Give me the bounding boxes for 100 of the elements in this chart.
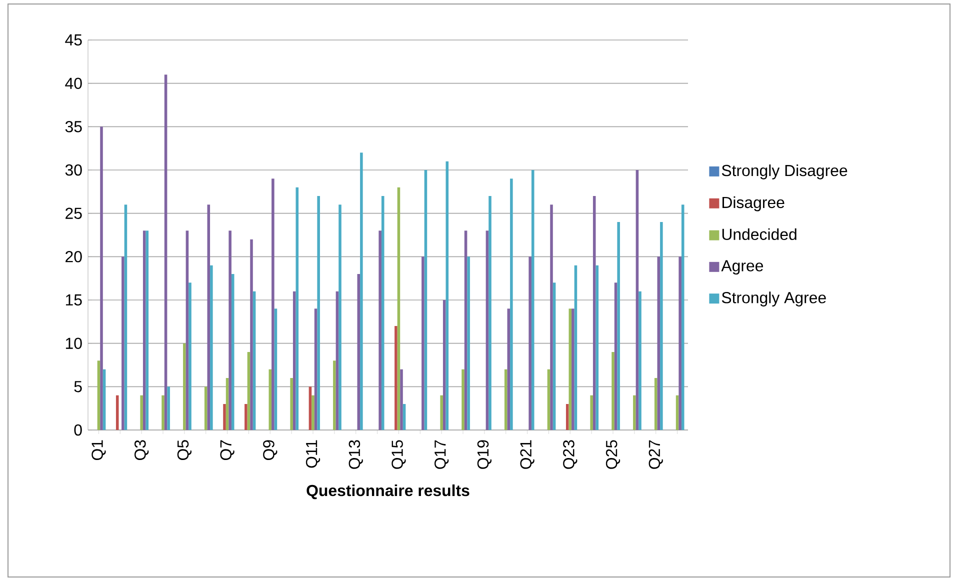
bar [531, 170, 534, 430]
bar [338, 204, 342, 430]
bar [467, 256, 470, 430]
bar [317, 196, 320, 430]
x-axis-title: Questionnaire results [306, 484, 470, 500]
bar [400, 369, 403, 430]
bar [507, 308, 510, 430]
bar [638, 291, 642, 430]
bar [488, 196, 492, 430]
bar [636, 170, 639, 430]
bar [660, 222, 663, 430]
x-tick-label: Q17 [434, 440, 449, 469]
y-tick-label: 5 [74, 381, 82, 392]
bar [146, 230, 149, 430]
bar [162, 395, 164, 430]
bar [274, 308, 278, 430]
bar [397, 187, 400, 430]
bar [572, 308, 574, 430]
bar [124, 204, 128, 430]
bar [381, 196, 384, 430]
bar [568, 308, 572, 430]
bar [164, 74, 168, 430]
bar [528, 256, 532, 430]
bar [247, 352, 250, 430]
legend-label: Undecided [722, 228, 796, 240]
bar [100, 126, 103, 430]
bar [167, 386, 170, 430]
bar [592, 196, 596, 430]
bar [122, 256, 124, 430]
bar [657, 256, 660, 430]
bar [116, 395, 119, 430]
bar [228, 230, 232, 430]
bar [552, 282, 556, 430]
bar [210, 265, 213, 430]
bar [440, 395, 443, 430]
y-tick-label: 25 [66, 208, 82, 219]
bar [292, 291, 296, 430]
x-tick-label: Q19 [477, 440, 492, 469]
bar [244, 404, 248, 430]
bar [614, 282, 618, 430]
bar [633, 395, 636, 430]
bar [290, 378, 293, 430]
bar [654, 378, 658, 430]
bar [312, 395, 314, 430]
x-tick-label: Q5 [177, 440, 192, 460]
bar [142, 230, 146, 430]
y-tick-label: 15 [66, 294, 82, 306]
bar [272, 178, 274, 430]
x-tick-label: Q25 [606, 440, 620, 469]
bar [308, 386, 312, 430]
x-tick-label: Q11 [306, 440, 320, 468]
x-tick-label: Q1 [92, 440, 106, 460]
bar [226, 378, 229, 430]
bar [223, 404, 226, 430]
x-tick-label: Q27 [648, 440, 663, 469]
bar [314, 308, 318, 430]
y-tick-label: 10 [66, 338, 82, 349]
bar [566, 404, 569, 430]
bar [424, 170, 428, 430]
bar [188, 282, 192, 430]
bar [678, 256, 682, 430]
x-tick-label: Q13 [348, 440, 363, 469]
bar [207, 204, 210, 430]
y-tick-label: 35 [65, 121, 82, 132]
bar [612, 352, 614, 430]
bar [140, 395, 143, 430]
bar [596, 265, 599, 430]
bar [486, 230, 489, 430]
legend-label: Agree [721, 260, 764, 275]
bar [422, 256, 424, 430]
legend-label: Strongly Disagree [722, 164, 848, 180]
bar [574, 265, 578, 430]
bar [617, 222, 620, 430]
legend-label: Disagree [722, 196, 784, 212]
bar [590, 395, 593, 430]
x-tick-label: Q21 [520, 440, 534, 469]
bar [333, 360, 336, 430]
bar [681, 204, 684, 430]
bar [97, 360, 100, 430]
bar [186, 230, 189, 430]
bar [402, 404, 406, 430]
y-tick-label: 0 [74, 424, 82, 436]
bar [550, 204, 553, 430]
bar [357, 274, 360, 430]
bar [360, 152, 363, 430]
bar [231, 274, 234, 430]
bar [464, 230, 468, 430]
bar [462, 369, 464, 430]
bar [394, 326, 398, 430]
bar [336, 291, 339, 430]
bar [183, 343, 186, 430]
bar [250, 239, 253, 430]
x-tick-label: Q3 [134, 440, 149, 460]
y-tick-label: 40 [65, 78, 82, 89]
bar [442, 300, 446, 430]
x-tick-label: Q9 [263, 440, 278, 460]
bar [378, 230, 382, 430]
bar [296, 187, 299, 430]
y-tick-label: 45 [65, 34, 82, 46]
bar [510, 178, 513, 430]
